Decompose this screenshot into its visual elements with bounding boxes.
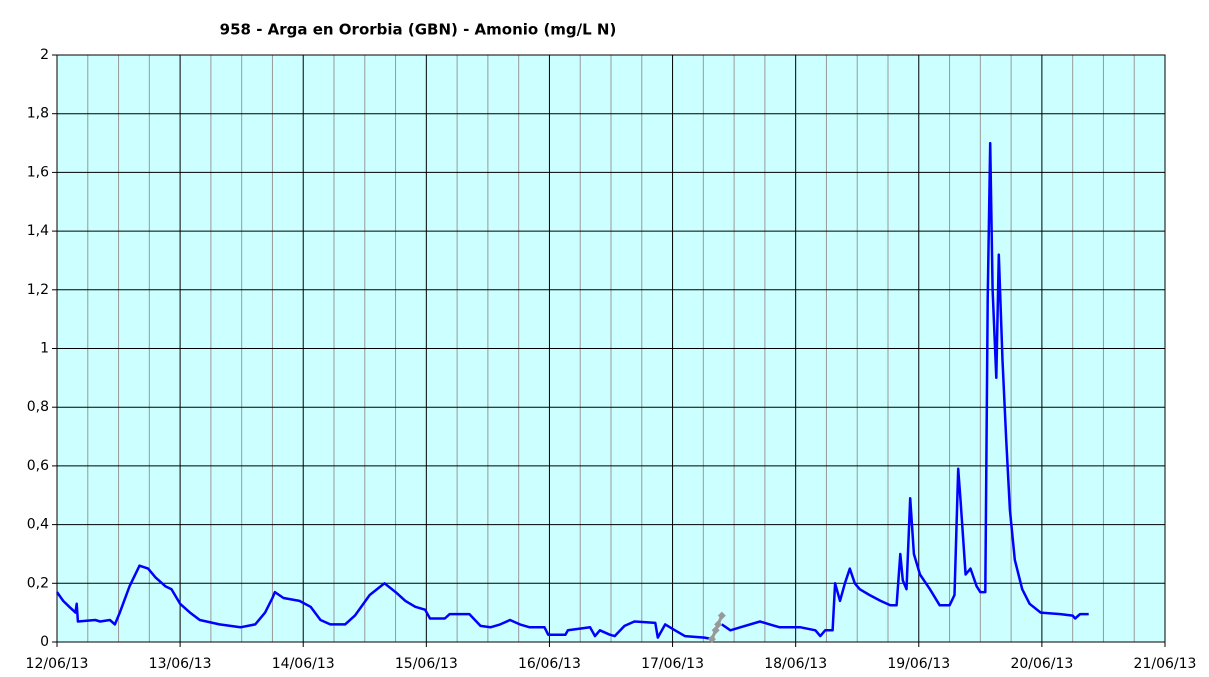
y-tick-label: 1,6 <box>27 164 49 180</box>
x-tick-label: 17/06/13 <box>641 656 704 672</box>
y-tick-label: 1 <box>40 341 49 357</box>
y-tick-label: 1,2 <box>27 282 49 298</box>
x-tick-label: 12/06/13 <box>26 656 89 672</box>
chart-title: 958 - Arga en Ororbia (GBN) - Amonio (mg… <box>220 21 617 39</box>
x-tick-label: 15/06/13 <box>395 656 458 672</box>
data-point <box>711 626 720 635</box>
data-point <box>707 635 716 644</box>
data-point <box>714 620 723 629</box>
data-line <box>55 141 1089 641</box>
x-tick-label: 19/06/13 <box>887 656 950 672</box>
y-tick-label: 0,8 <box>27 399 49 415</box>
y-tick-label: 1,4 <box>27 223 49 239</box>
x-tick-label: 13/06/13 <box>149 656 212 672</box>
y-tick-label: 0,6 <box>27 458 49 474</box>
x-tick-label: 20/06/13 <box>1010 656 1073 672</box>
data-point <box>717 611 726 620</box>
y-tick-label: 0 <box>40 634 49 650</box>
y-tick-label: 0,4 <box>27 517 49 533</box>
x-tick-label: 16/06/13 <box>518 656 581 672</box>
x-tick-label: 14/06/13 <box>272 656 335 672</box>
y-tick-label: 0,2 <box>27 575 49 591</box>
y-tick-label: 1,8 <box>27 106 49 122</box>
plot-border <box>56 54 1166 643</box>
x-tick-label: 18/06/13 <box>764 656 827 672</box>
y-tick-label: 2 <box>40 47 49 63</box>
x-tick-label: 21/06/13 <box>1134 656 1197 672</box>
data-line <box>710 615 724 640</box>
